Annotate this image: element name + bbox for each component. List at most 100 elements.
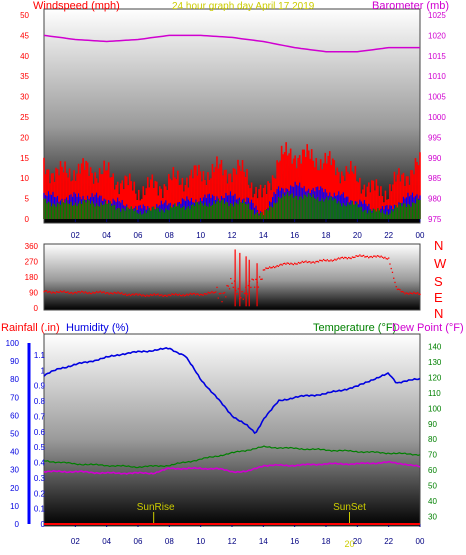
direction-tick-label: 90: [29, 289, 38, 298]
humidity-tick-label: 0: [15, 520, 20, 529]
direction-point: [225, 296, 227, 298]
rainfall-tick-label: 0.9: [34, 382, 46, 391]
direction-point: [111, 292, 113, 294]
direction-point: [131, 293, 133, 296]
direction-point: [99, 290, 102, 292]
direction-point: [325, 260, 327, 262]
direction-point: [241, 290, 243, 293]
direction-point: [357, 255, 360, 257]
temperature-tick-label: 50: [428, 481, 437, 490]
barometer-tick-label: 995: [428, 133, 442, 142]
compass-letter-w: W: [434, 256, 447, 271]
direction-point: [196, 293, 198, 295]
direction-point: [327, 260, 330, 262]
direction-point: [134, 293, 137, 295]
compass-letter-s: S: [434, 274, 443, 289]
direction-point: [324, 259, 326, 262]
direction-point: [388, 257, 390, 259]
direction-point: [58, 291, 60, 293]
direction-point: [221, 300, 223, 303]
direction-point: [228, 288, 231, 290]
direction-point: [351, 256, 354, 258]
direction-point: [52, 291, 54, 293]
direction-point: [261, 278, 263, 280]
direction-point: [404, 293, 406, 295]
direction-point: [163, 294, 166, 297]
direction-point: [345, 257, 347, 259]
rainfall-tick-label: 0.6: [34, 428, 46, 437]
direction-point: [217, 297, 219, 299]
temperature-tick-label: 70: [428, 451, 437, 460]
direction-point: [74, 291, 77, 294]
direction-point: [390, 267, 392, 270]
direction-point: [67, 291, 69, 293]
x-tick-label: 14: [259, 537, 268, 546]
temperature-tick-label: 140: [428, 343, 442, 352]
direction-point: [381, 256, 384, 258]
barometer-line: [43, 34, 420, 53]
direction-point: [300, 262, 302, 264]
direction-point: [263, 269, 266, 271]
x-tick-label: 18: [322, 231, 331, 240]
direction-point: [320, 259, 322, 262]
rainfall-axis-title: Rainfall (.in): [1, 322, 60, 334]
direction-point: [210, 292, 212, 294]
direction-point: [369, 256, 371, 258]
direction-point: [416, 292, 419, 294]
direction-point: [409, 292, 411, 294]
direction-point: [102, 291, 104, 293]
humidity-axis-title: Humidity (%): [66, 322, 129, 334]
direction-point: [271, 266, 273, 269]
direction-plot-area: [43, 243, 421, 311]
direction-point: [265, 267, 267, 269]
direction-point: [146, 294, 148, 296]
direction-point: [203, 293, 206, 295]
direction-point: [289, 263, 291, 265]
direction-point: [129, 294, 132, 297]
direction-point: [118, 292, 120, 294]
direction-point: [322, 258, 325, 261]
direction-point: [60, 291, 63, 293]
barometer-tick-label: 1025: [428, 11, 446, 20]
x-tick-label: 14: [259, 231, 268, 240]
direction-point: [162, 295, 164, 298]
windspeed-tick-label: 50: [20, 11, 29, 20]
direction-point: [69, 292, 72, 294]
direction-point: [198, 294, 201, 297]
barometer-tick-label: 1000: [428, 113, 446, 122]
direction-point: [86, 292, 88, 294]
direction-point: [294, 262, 296, 264]
x-tick-label: 12: [228, 537, 237, 546]
direction-point: [136, 293, 138, 295]
direction-point: [133, 294, 135, 296]
direction-point: [63, 290, 65, 292]
windspeed-tick-label: 25: [20, 113, 29, 122]
direction-point: [89, 292, 92, 295]
direction-point: [366, 255, 369, 258]
direction-point: [202, 294, 204, 296]
direction-point: [350, 257, 352, 260]
direction-point: [260, 278, 262, 281]
direction-point: [96, 290, 98, 293]
direction-point: [97, 291, 99, 294]
direction-point: [206, 293, 208, 295]
direction-point: [98, 291, 100, 293]
direction-point: [164, 294, 167, 297]
direction-tick-label: 0: [34, 304, 39, 313]
direction-point: [290, 262, 292, 264]
direction-point: [302, 261, 305, 264]
direction-point: [232, 286, 234, 289]
x-tick-label: 04: [102, 231, 111, 240]
direction-point: [132, 293, 134, 295]
direction-point: [159, 294, 162, 296]
humidity-tick-label: 50: [10, 430, 19, 439]
direction-point: [84, 291, 87, 293]
direction-point: [364, 256, 366, 258]
direction-point: [92, 291, 94, 293]
direction-point: [55, 291, 58, 293]
direction-point: [128, 293, 130, 296]
compass-letter-n-top: N: [434, 238, 443, 253]
direction-point: [297, 261, 300, 264]
direction-point: [50, 292, 53, 294]
direction-point: [336, 258, 338, 260]
